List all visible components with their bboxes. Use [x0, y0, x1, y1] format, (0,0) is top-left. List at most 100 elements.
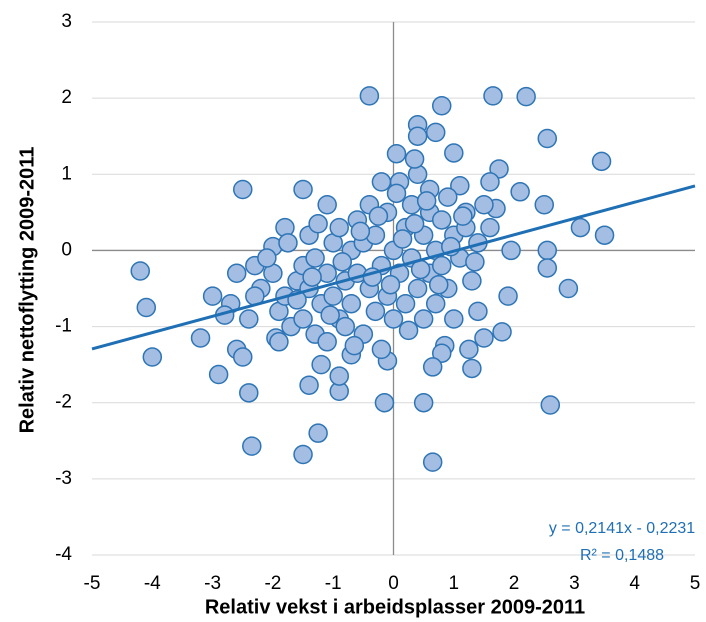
- point: [386, 143, 407, 164]
- point: [422, 357, 443, 377]
- point: [335, 316, 356, 337]
- x-tick-label: -3: [204, 573, 221, 594]
- point: [492, 322, 512, 342]
- point: [558, 278, 579, 299]
- point: [404, 214, 425, 234]
- point: [465, 252, 485, 272]
- point: [450, 175, 470, 196]
- point: [501, 240, 521, 261]
- y-tick-label: -3: [55, 468, 72, 489]
- point: [365, 301, 386, 322]
- point: [239, 383, 259, 403]
- point: [570, 217, 591, 238]
- point: [305, 248, 325, 268]
- point: [540, 395, 561, 415]
- point: [208, 364, 229, 385]
- point: [332, 252, 352, 272]
- point: [293, 444, 313, 465]
- point: [142, 347, 163, 367]
- y-tick-label: -2: [55, 392, 72, 413]
- point: [431, 255, 452, 276]
- point: [462, 271, 482, 291]
- y-axis-title: Relativ nettoflytting 2009-2011: [16, 147, 38, 434]
- point: [308, 423, 328, 443]
- point: [130, 261, 150, 281]
- point: [341, 293, 362, 314]
- point: [444, 309, 464, 329]
- point: [269, 332, 289, 352]
- trendline-r2: R² = 0,1488: [580, 547, 664, 564]
- point: [416, 191, 437, 211]
- point: [425, 122, 446, 143]
- point: [480, 172, 500, 192]
- y-tick-label: -4: [55, 544, 72, 565]
- point: [383, 309, 404, 329]
- point: [190, 328, 211, 348]
- point: [392, 229, 413, 249]
- trendline-equation: y = 0,2141x - 0,2231: [549, 520, 695, 537]
- point: [233, 347, 253, 367]
- point: [302, 267, 322, 287]
- point: [516, 86, 536, 107]
- point: [498, 286, 518, 306]
- point: [462, 358, 482, 379]
- point: [380, 274, 401, 295]
- point: [474, 328, 494, 348]
- x-tick-label: 5: [690, 573, 701, 594]
- point: [474, 194, 494, 215]
- point: [459, 339, 479, 360]
- x-tick-label: 1: [449, 573, 460, 594]
- point: [278, 233, 298, 253]
- point: [425, 293, 446, 314]
- x-tick-label: 0: [388, 573, 399, 594]
- point: [202, 286, 223, 306]
- trendline: [91, 184, 696, 351]
- y-tick-label: 0: [61, 239, 72, 260]
- point: [395, 293, 416, 314]
- y-tick-label: 3: [61, 11, 72, 32]
- point: [293, 309, 313, 329]
- point: [594, 225, 615, 245]
- point: [320, 305, 340, 325]
- x-tick-label: -2: [264, 573, 281, 594]
- y-tick-label: -1: [55, 316, 72, 337]
- point: [368, 206, 389, 226]
- point: [374, 392, 395, 413]
- point: [480, 217, 500, 238]
- point: [317, 332, 337, 352]
- point: [510, 182, 530, 202]
- point: [431, 210, 452, 230]
- point: [534, 194, 554, 215]
- y-tick-label: 2: [61, 87, 72, 108]
- x-tick-label: -4: [144, 573, 161, 594]
- point: [239, 309, 259, 329]
- point: [344, 335, 365, 356]
- point: [323, 286, 343, 306]
- point: [483, 86, 503, 106]
- point: [537, 128, 558, 149]
- point: [438, 187, 458, 207]
- point: [299, 375, 319, 395]
- point: [371, 172, 392, 192]
- point: [386, 183, 407, 204]
- point: [422, 452, 443, 472]
- point: [468, 301, 488, 322]
- point: [537, 258, 558, 278]
- point: [413, 392, 434, 413]
- point: [398, 320, 419, 341]
- point: [453, 206, 473, 226]
- point: [537, 240, 558, 261]
- point: [444, 143, 464, 163]
- x-tick-label: 3: [569, 573, 580, 594]
- point: [431, 96, 452, 116]
- point: [233, 179, 253, 200]
- point: [591, 151, 612, 172]
- point: [407, 278, 428, 299]
- point: [293, 179, 313, 200]
- point: [242, 436, 262, 456]
- point: [413, 309, 434, 329]
- x-axis-title: Relativ vekst i arbeidsplasser 2009-2011: [205, 596, 585, 618]
- point: [311, 354, 331, 375]
- point: [407, 126, 428, 146]
